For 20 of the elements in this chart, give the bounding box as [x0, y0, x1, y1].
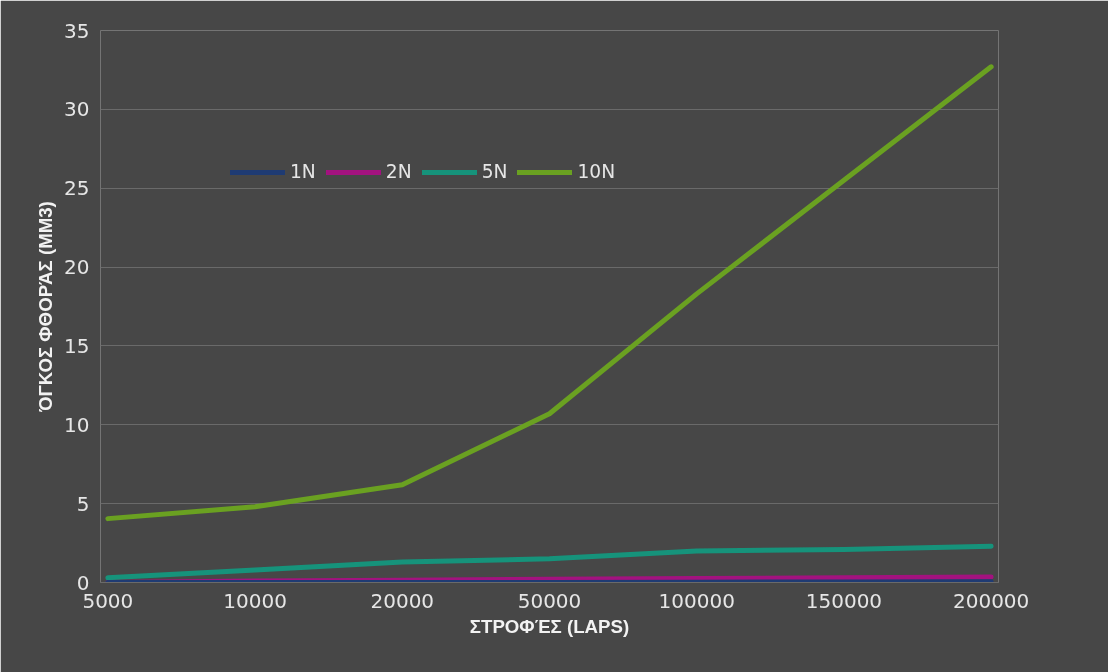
- x-axis-title: ΣΤΡΟΦΈΣ (LAPS): [469, 615, 630, 637]
- legend-label: 10N: [577, 161, 616, 182]
- y-tick-label: 20: [64, 255, 90, 280]
- x-tick-label: 50000: [517, 588, 582, 613]
- legend-label: 2N: [385, 161, 412, 182]
- y-tick-label: 15: [64, 333, 90, 358]
- x-tick-label: 10000: [223, 588, 287, 613]
- y-tick-label: 0: [76, 570, 90, 595]
- x-tick-label: 20000: [370, 588, 435, 613]
- y-axis-title: ΌΓΚΟΣ ΦΘΟΡΆΣ (MM3): [35, 201, 57, 413]
- y-tick-label: 25: [64, 176, 90, 201]
- y-tick-label: 35: [64, 18, 90, 43]
- legend-label: 1N: [290, 161, 316, 182]
- legend-label: 5N: [481, 161, 508, 182]
- x-tick-label: 100000: [658, 588, 735, 613]
- x-tick-label: 150000: [805, 588, 883, 613]
- y-tick-label: 5: [76, 491, 90, 516]
- y-tick-label: 10: [64, 412, 90, 437]
- y-tick-label: 30: [64, 97, 90, 122]
- x-tick-label: 200000: [952, 588, 1030, 613]
